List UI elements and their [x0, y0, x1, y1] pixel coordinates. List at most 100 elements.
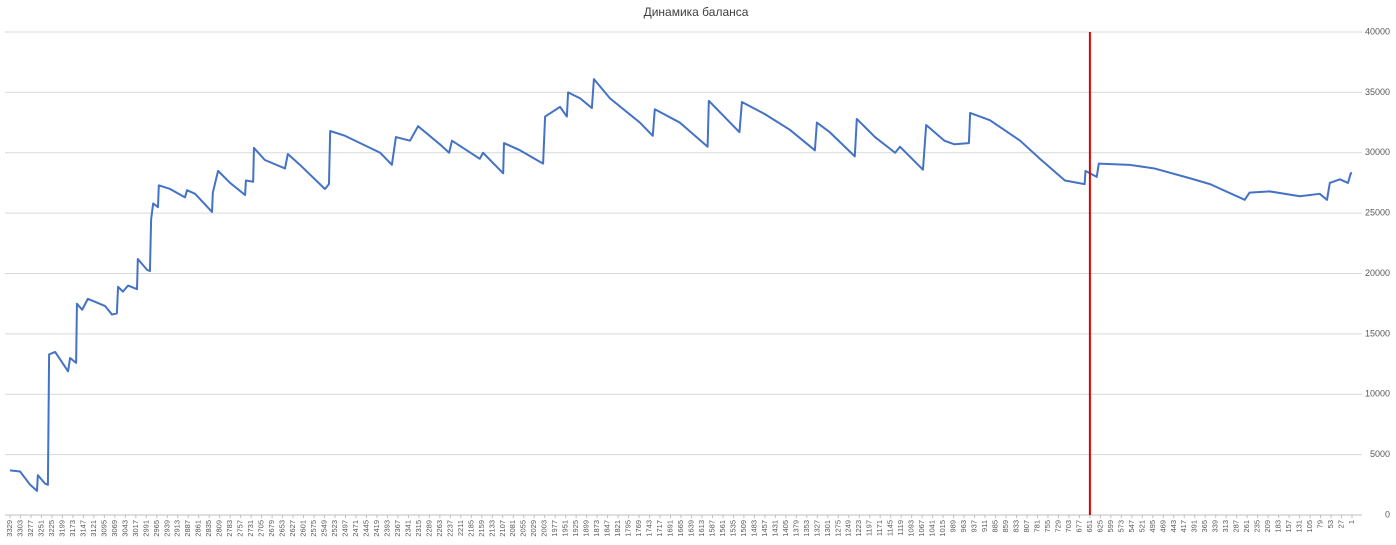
x-tick-label: 2861 — [194, 520, 203, 537]
x-tick-label: 2445 — [361, 520, 370, 537]
x-tick-label: 1223 — [854, 520, 863, 537]
x-tick-label: 2341 — [403, 520, 412, 537]
x-tick-label: 1899 — [582, 520, 591, 537]
x-tick-label: 599 — [1106, 520, 1115, 533]
x-tick-label: 2913 — [173, 520, 182, 537]
x-tick-label: 1561 — [718, 520, 727, 537]
x-tick-label: 937 — [970, 520, 979, 533]
x-tick-label: 833 — [1011, 520, 1020, 533]
x-tick-label: 1353 — [802, 520, 811, 537]
x-tick-label: 3199 — [57, 520, 66, 537]
x-tick-label: 2315 — [414, 520, 423, 537]
x-tick-label: 2601 — [299, 520, 308, 537]
x-tick-label: 1171 — [875, 520, 884, 536]
x-tick-label: 183 — [1274, 520, 1283, 533]
x-tick-label: 53 — [1326, 520, 1335, 528]
x-tick-label: 1587 — [707, 520, 716, 537]
x-tick-label: 1 — [1347, 520, 1356, 524]
x-tick-label: 27 — [1337, 520, 1346, 528]
x-tick-label: 1067 — [917, 520, 926, 537]
x-tick-label: 729 — [1053, 520, 1062, 533]
x-tick-label: 1457 — [760, 520, 769, 537]
x-tick-label: 859 — [1001, 520, 1010, 533]
y-tick-label: 0 — [1385, 509, 1390, 519]
x-tick-label: 1795 — [624, 520, 633, 537]
x-tick-label: 417 — [1179, 520, 1188, 533]
y-tick-label: 15000 — [1365, 328, 1390, 338]
x-tick-label: 3017 — [131, 520, 140, 537]
x-tick-label: 2419 — [372, 520, 381, 537]
x-tick-label: 2367 — [393, 520, 402, 537]
y-tick-label: 25000 — [1365, 208, 1390, 218]
x-tick-label: 1431 — [770, 520, 779, 537]
x-tick-label: 1691 — [666, 520, 675, 537]
x-tick-label: 1509 — [739, 520, 748, 537]
x-tick-label: 651 — [1085, 520, 1094, 533]
x-tick-label: 1379 — [791, 520, 800, 537]
x-tick-label: 1847 — [603, 520, 612, 537]
x-tick-label: 1951 — [561, 520, 570, 537]
x-tick-label: 2471 — [351, 520, 360, 537]
x-tick-label: 495 — [1148, 520, 1157, 533]
x-tick-label: 3121 — [89, 520, 98, 537]
y-tick-label: 40000 — [1365, 26, 1390, 36]
x-tick-label: 2237 — [445, 520, 454, 537]
x-tick-label: 2029 — [529, 520, 538, 537]
x-tick-label: 2705 — [257, 520, 266, 537]
x-tick-label: 1327 — [812, 520, 821, 537]
x-tick-label: 157 — [1284, 520, 1293, 533]
x-tick-label: 339 — [1211, 520, 1220, 533]
x-tick-label: 2549 — [320, 520, 329, 537]
x-tick-label: 781 — [1032, 520, 1041, 533]
y-tick-label: 35000 — [1365, 87, 1390, 97]
y-tick-label: 5000 — [1370, 449, 1390, 459]
x-tick-label: 547 — [1127, 520, 1136, 533]
x-tick-label: 2627 — [288, 520, 297, 537]
x-tick-label: 2289 — [424, 520, 433, 537]
x-tick-label: 2731 — [246, 520, 255, 537]
x-tick-label: 1743 — [645, 520, 654, 537]
x-tick-label: 209 — [1263, 520, 1272, 533]
x-tick-label: 1821 — [613, 520, 622, 537]
x-tick-label: 807 — [1022, 520, 1031, 533]
x-tick-label: 313 — [1221, 520, 1230, 533]
x-tick-label: 2263 — [435, 520, 444, 537]
x-tick-label: 911 — [980, 520, 989, 532]
x-tick-label: 1249 — [844, 520, 853, 537]
x-tick-label: 391 — [1190, 520, 1199, 533]
x-tick-label: 1665 — [676, 520, 685, 537]
x-tick-label: 2081 — [508, 520, 517, 537]
y-tick-label: 30000 — [1365, 147, 1390, 157]
x-tick-label: 2887 — [183, 520, 192, 537]
x-tick-label: 2393 — [382, 520, 391, 537]
x-tick-label: 2679 — [267, 520, 276, 537]
x-tick-label: 469 — [1158, 520, 1167, 533]
x-tick-label: 3069 — [110, 520, 119, 537]
x-tick-label: 79 — [1316, 520, 1325, 528]
x-tick-label: 1925 — [571, 520, 580, 537]
x-tick-label: 1197 — [865, 520, 874, 536]
x-tick-label: 261 — [1242, 520, 1251, 533]
x-tick-label: 989 — [949, 520, 958, 533]
x-tick-label: 2055 — [519, 520, 528, 537]
x-tick-label: 365 — [1200, 520, 1209, 533]
x-tick-label: 2211 — [456, 520, 465, 536]
x-tick-label: 2965 — [152, 520, 161, 537]
x-tick-label: 3251 — [36, 520, 45, 537]
x-tick-label: 443 — [1169, 520, 1178, 533]
x-tick-label: 1301 — [823, 520, 832, 537]
x-tick-label: 1977 — [550, 520, 559, 537]
x-tick-label: 1145 — [886, 520, 895, 536]
x-tick-label: 2133 — [487, 520, 496, 537]
x-tick-label: 2003 — [540, 520, 549, 537]
x-tick-label: 625 — [1095, 520, 1104, 533]
x-tick-label: 1769 — [634, 520, 643, 537]
x-tick-label: 1041 — [928, 520, 937, 537]
x-tick-label: 2991 — [141, 520, 150, 537]
x-tick-label: 3329 — [5, 520, 14, 537]
x-tick-label: 677 — [1074, 520, 1083, 533]
x-tick-label: 2523 — [330, 520, 339, 537]
x-tick-label: 2757 — [236, 520, 245, 537]
x-tick-label: 2653 — [278, 520, 287, 537]
